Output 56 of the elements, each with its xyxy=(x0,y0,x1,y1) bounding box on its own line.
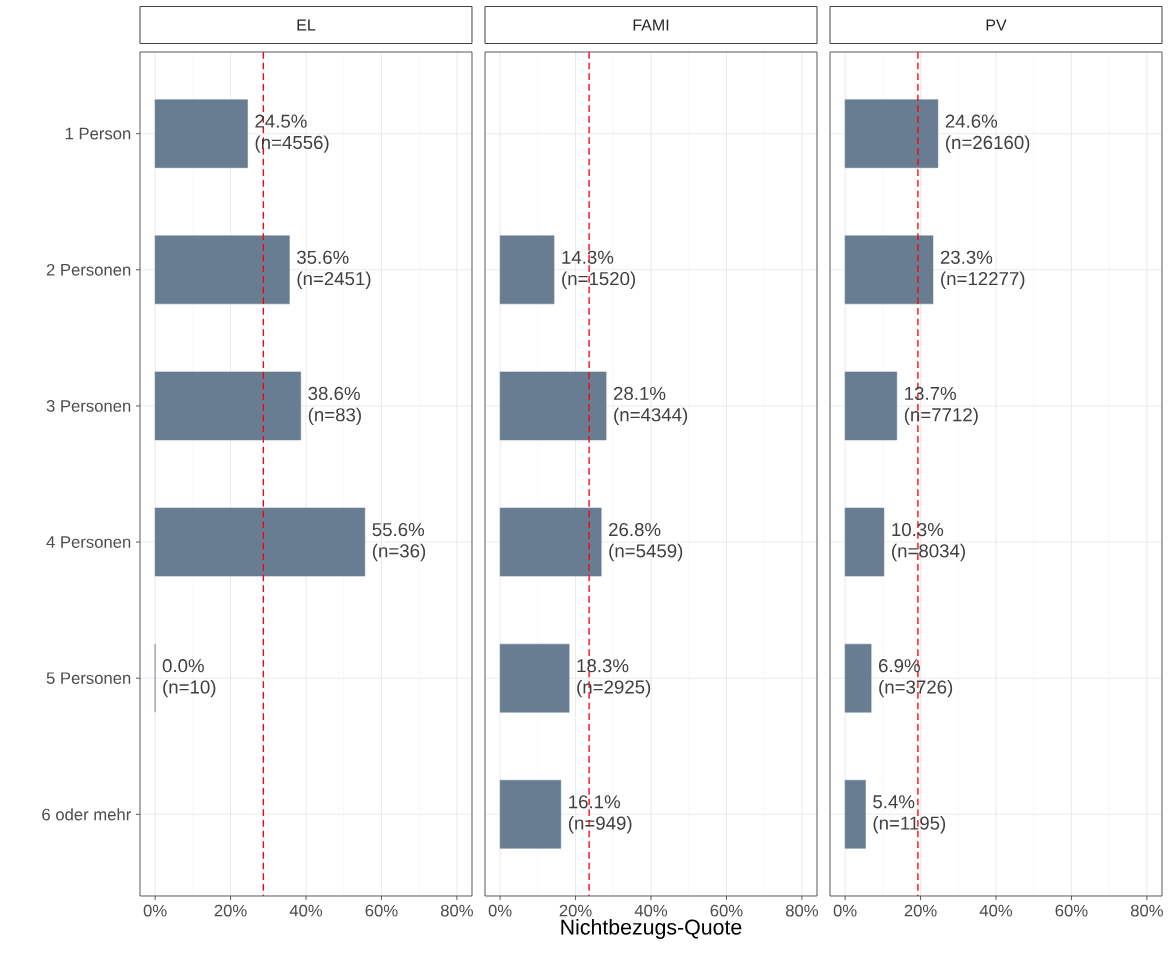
x-tick-label: 60% xyxy=(1055,904,1088,917)
data-label: 18.3% (n=2925) xyxy=(577,659,651,698)
data-label: 16.1% (n=949) xyxy=(568,795,632,834)
x-tick-label: 40% xyxy=(289,904,323,917)
chart-title: FAMI xyxy=(633,19,669,31)
data-label: 35.6% (n=2451) xyxy=(297,250,371,289)
x-tick-label: 0% xyxy=(488,904,512,917)
data-label: 6.9% (n=3726) xyxy=(879,659,953,698)
y-tick-label: 2 Personen xyxy=(46,263,131,276)
y-tick-label: 6 oder mehr xyxy=(42,808,131,821)
data-label: 13.7% (n=7712) xyxy=(904,386,978,426)
bar xyxy=(154,371,301,441)
y-tick-label: 4 Personen xyxy=(46,536,131,548)
x-tick-label: 20% xyxy=(904,904,937,917)
x-tick-label: 60% xyxy=(710,904,743,917)
y-tick-label: 1 Person xyxy=(65,127,131,140)
bar xyxy=(499,235,555,305)
data-label: 23.3% (n=12277) xyxy=(940,250,1025,289)
chart-title: PV xyxy=(986,19,1007,31)
y-tick-label: 5 Personen xyxy=(46,672,131,685)
x-tick-label: 0% xyxy=(143,904,167,917)
data-label: 0.0% (n=10) xyxy=(162,659,216,698)
x-tick-label: 20% xyxy=(559,904,592,917)
data-label: 24.6% (n=26160) xyxy=(945,114,1030,153)
bar xyxy=(844,507,885,577)
y-tick-label: 3 Personen xyxy=(46,400,131,412)
bar xyxy=(844,643,872,713)
x-tick-label: 40% xyxy=(979,904,1013,917)
x-tick-label: 80% xyxy=(440,904,473,917)
x-tick-label: 80% xyxy=(785,904,818,917)
data-label: 5.4% (n=1195) xyxy=(873,795,946,834)
chart-title: EL xyxy=(297,19,316,31)
x-axis-title: Nichtbezugs-Quote xyxy=(561,919,742,939)
data-label: 28.1% (n=4344) xyxy=(613,386,688,426)
x-tick-label: 80% xyxy=(1130,904,1163,917)
bar xyxy=(499,371,607,441)
x-tick-label: 40% xyxy=(634,904,668,917)
x-tick-label: 60% xyxy=(365,904,398,917)
data-label: 55.6% (n=36) xyxy=(372,522,426,562)
bar xyxy=(844,235,934,305)
bar xyxy=(844,780,866,849)
bar xyxy=(154,235,290,305)
data-label: 38.6% (n=83) xyxy=(308,386,361,426)
bar xyxy=(154,507,366,577)
x-tick-label: 20% xyxy=(214,904,247,917)
data-label: 24.5% (n=4556) xyxy=(255,114,329,153)
bar xyxy=(154,99,248,168)
bar xyxy=(499,507,602,577)
x-tick-label: 0% xyxy=(833,904,857,917)
bar xyxy=(499,780,562,849)
bar xyxy=(844,99,939,168)
data-label: 26.8% (n=5459) xyxy=(609,522,683,562)
data-label: 10.3% (n=8034) xyxy=(892,522,965,562)
data-label: 14.3% (n=1520) xyxy=(562,250,636,289)
bar xyxy=(499,643,570,713)
bar xyxy=(844,371,898,441)
